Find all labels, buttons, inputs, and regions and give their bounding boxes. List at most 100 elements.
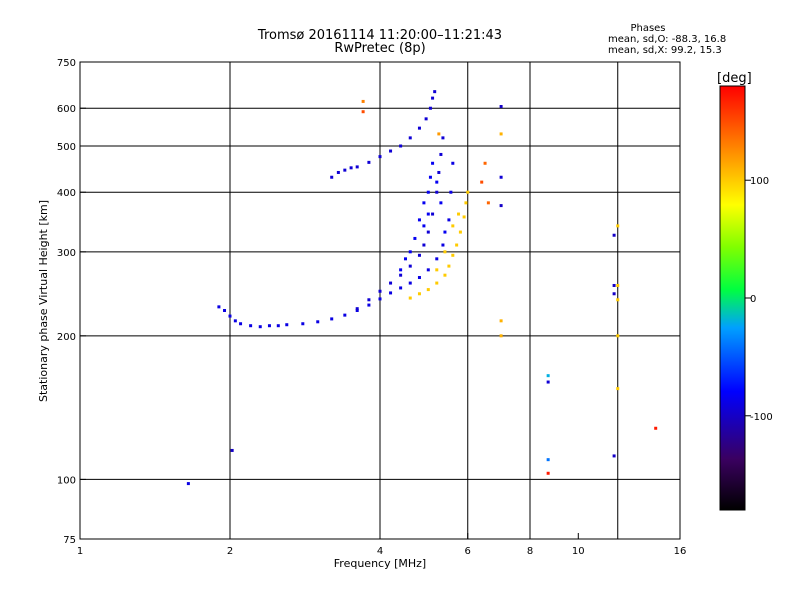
data-point: [486, 201, 490, 205]
data-point: [422, 243, 426, 247]
data-point: [239, 322, 243, 326]
data-point: [301, 322, 305, 326]
data-point: [426, 268, 430, 272]
data-point: [616, 298, 620, 302]
data-point: [426, 212, 430, 216]
data-point: [378, 289, 382, 293]
data-point: [499, 319, 503, 323]
data-point: [249, 324, 253, 328]
data-point: [437, 132, 441, 136]
data-point: [408, 281, 412, 285]
x-tick-label: 6: [465, 546, 471, 557]
phases-title: Phases: [630, 23, 665, 34]
chart-title: Tromsø 20161114 11:20:00–11:21:43: [257, 28, 502, 43]
data-point: [435, 190, 439, 194]
data-point: [343, 313, 347, 317]
data-point: [422, 201, 426, 205]
colorbar-tick-label: 0: [750, 294, 756, 305]
y-tick-label: 400: [57, 188, 76, 199]
x-tick-label: 10: [572, 546, 585, 557]
data-point: [483, 161, 487, 165]
data-point: [462, 215, 466, 219]
data-point: [499, 204, 503, 208]
y-tick-label: 100: [57, 475, 76, 486]
data-point: [417, 218, 421, 222]
data-point: [355, 308, 359, 312]
y-tick-label: 200: [57, 332, 76, 343]
colorbar-tick-label: 100: [750, 176, 769, 187]
y-tick-label: 600: [57, 104, 76, 115]
data-point: [408, 296, 412, 300]
data-point: [417, 126, 421, 130]
x-axis-label: Frequency [MHz]: [334, 557, 426, 570]
y-tick-label: 300: [57, 248, 76, 259]
data-point: [455, 243, 459, 247]
data-point: [499, 334, 503, 338]
data-point: [451, 253, 455, 257]
data-point: [447, 264, 451, 268]
data-point: [612, 233, 616, 237]
data-point: [367, 160, 371, 164]
data-point: [435, 257, 439, 261]
data-point: [285, 323, 289, 327]
data-point: [616, 224, 620, 228]
data-point: [186, 482, 190, 486]
data-point: [435, 268, 439, 272]
data-point: [439, 201, 443, 205]
data-point: [464, 201, 468, 205]
colorbar: [719, 85, 746, 511]
data-point: [367, 303, 371, 307]
chart-subtitle: RwPretec (8p): [334, 41, 425, 56]
data-points: [186, 90, 658, 486]
data-point: [408, 250, 412, 254]
data-point: [389, 281, 393, 285]
data-point: [426, 190, 430, 194]
data-point: [616, 387, 620, 391]
data-point: [457, 212, 461, 216]
data-point: [389, 291, 393, 295]
x-tick-label: 4: [377, 546, 383, 557]
data-point: [612, 283, 616, 287]
data-point: [437, 170, 441, 174]
data-point: [230, 448, 234, 452]
data-point: [399, 286, 403, 290]
data-point: [417, 292, 421, 296]
data-point: [431, 161, 435, 165]
data-point: [499, 132, 503, 136]
colorbar-label: [deg]: [717, 71, 752, 86]
data-point: [439, 152, 443, 156]
data-point: [433, 90, 437, 94]
phases-x-stats: mean, sd,X: 99.2, 15.3: [608, 45, 722, 56]
y-tick-label: 75: [63, 535, 76, 546]
data-point: [443, 230, 447, 234]
data-point: [451, 161, 455, 165]
y-tick-label: 750: [57, 58, 76, 69]
data-point: [408, 136, 412, 140]
data-point: [441, 243, 445, 247]
data-point: [336, 170, 340, 174]
data-point: [228, 314, 232, 318]
data-point: [389, 149, 393, 153]
data-point: [458, 230, 462, 234]
colorbar-ticks: 100 0 -100: [745, 176, 773, 423]
data-point: [441, 136, 445, 140]
data-point: [399, 268, 403, 272]
data-point: [612, 454, 616, 458]
x-tick-label: 2: [227, 546, 233, 557]
data-point: [267, 324, 271, 328]
data-point: [443, 250, 447, 254]
data-point: [330, 175, 334, 179]
data-point: [431, 212, 435, 216]
grid: [80, 62, 680, 539]
x-tick-label: 8: [527, 546, 533, 557]
data-point: [361, 110, 365, 114]
data-point: [361, 99, 365, 103]
data-point: [499, 105, 503, 109]
data-point: [451, 224, 455, 228]
data-point: [546, 374, 550, 378]
data-point: [435, 180, 439, 184]
data-point: [428, 175, 432, 179]
data-point: [426, 288, 430, 292]
data-point: [546, 471, 550, 475]
